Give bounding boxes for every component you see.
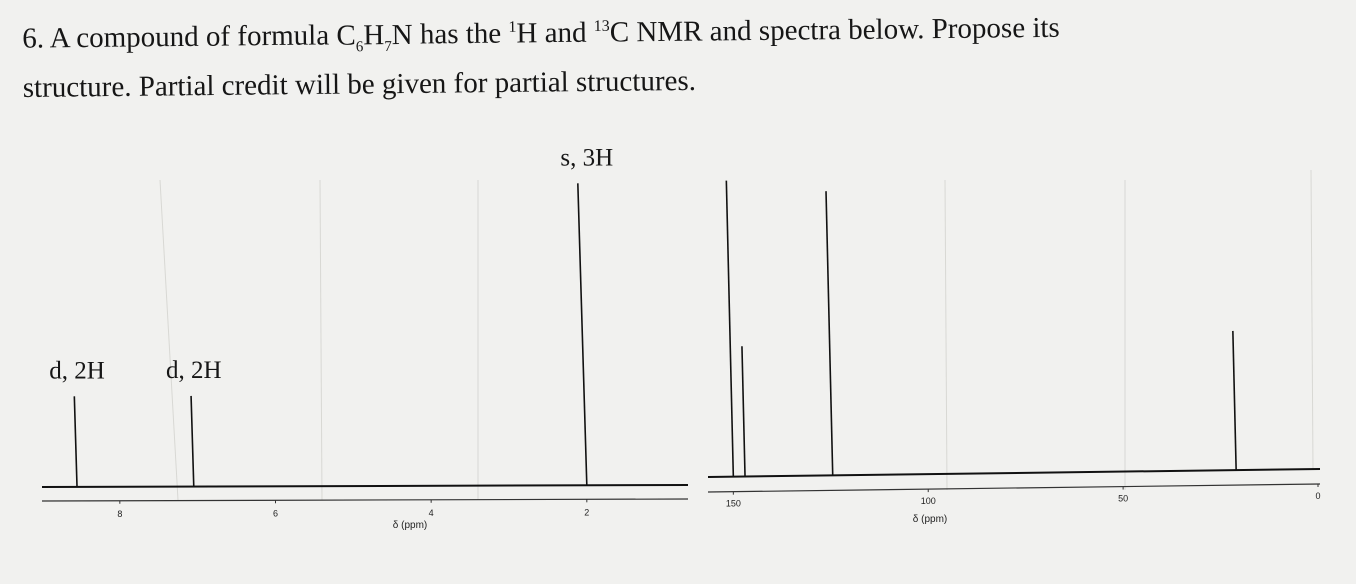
c-nmr-tick-label: 150 — [726, 499, 741, 509]
c-nmr-tick-group: 150 100 50 0 — [726, 484, 1321, 509]
c-nmr-tick-label: 100 — [921, 496, 936, 506]
c-nmr-tick-label: 50 — [1118, 494, 1128, 504]
h-nmr-peak — [73, 396, 78, 487]
c-nmr-peak — [741, 346, 746, 477]
h-nmr-tick-label: 6 — [273, 508, 278, 518]
c-nmr-baseline — [707, 468, 1321, 478]
c-nmr-x-axis — [707, 483, 1321, 493]
h-nmr-tick-label: 8 — [117, 509, 122, 519]
c-nmr-peak — [1232, 330, 1237, 471]
h-nmr-peak — [577, 183, 588, 486]
h-nmr-spectrum: 8 6 4 2 d, 2H d, 2H s, 3H δ (ppm) — [41, 144, 689, 531]
h-nmr-peak — [190, 395, 195, 487]
c-nmr-x-axis-label: δ (ppm) — [913, 514, 947, 525]
h-nmr-peak-label: d, 2H — [166, 357, 222, 384]
h-nmr-peak-group: d, 2H d, 2H s, 3H — [49, 144, 613, 487]
c-nmr-peak — [825, 191, 834, 476]
h-nmr-tick-group: 8 6 4 2 — [117, 499, 589, 519]
c-nmr-gridlines — [944, 169, 1314, 491]
h-nmr-gridlines — [159, 179, 479, 501]
c-nmr-peak-group — [725, 180, 1237, 477]
h-nmr-peak-label: s, 3H — [560, 144, 613, 171]
h-nmr-x-axis — [41, 498, 689, 502]
h-nmr-tick-label: 2 — [584, 507, 589, 517]
h-nmr-tick-label: 4 — [429, 508, 434, 518]
h-nmr-x-axis-label: δ (ppm) — [393, 520, 427, 531]
h-nmr-baseline — [41, 484, 689, 488]
c-nmr-peak — [725, 180, 735, 477]
c-nmr-tick-label: 0 — [1315, 491, 1320, 501]
h-nmr-peak-label: d, 2H — [49, 357, 105, 384]
